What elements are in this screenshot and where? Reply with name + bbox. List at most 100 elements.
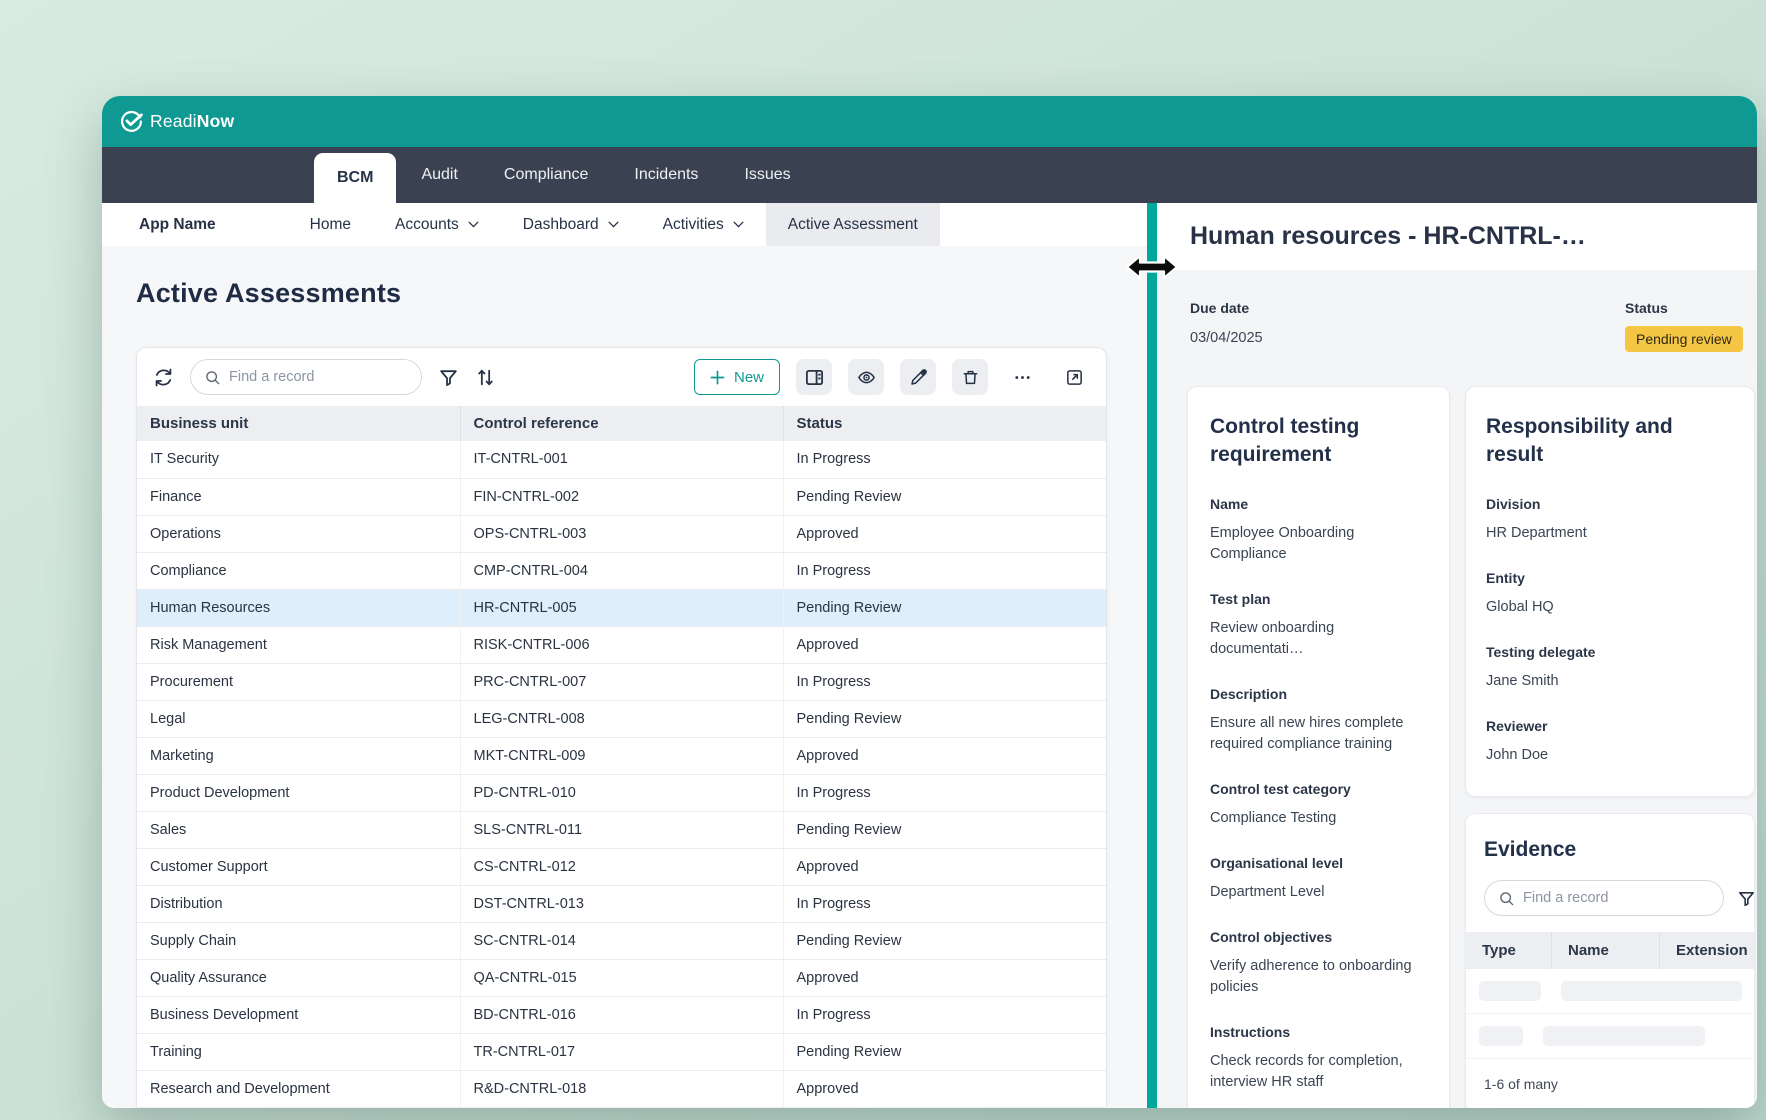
table-cell[interactable]: Procurement xyxy=(137,663,461,701)
table-row[interactable]: Supply Chain SC-CNTRL-014 Pending Review xyxy=(137,922,1106,960)
table-row[interactable]: Product Development PD-CNTRL-010 In Progre… xyxy=(137,774,1106,812)
column-header-status[interactable]: Status xyxy=(783,406,1106,441)
table-cell[interactable]: Compliance xyxy=(137,552,461,590)
table-cell[interactable]: BD-CNTRL-016 xyxy=(460,996,784,1034)
table-cell[interactable]: Approved xyxy=(783,515,1106,553)
table-cell[interactable]: CS-CNTRL-012 xyxy=(460,848,784,886)
table-cell[interactable]: Product Development xyxy=(137,774,461,812)
tab-incidents[interactable]: Incidents xyxy=(634,166,699,183)
table-cell[interactable]: Legal xyxy=(137,700,461,738)
table-row[interactable]: Sales SLS-CNTRL-011 Pending Review xyxy=(137,811,1106,849)
table-cell[interactable]: PRC-CNTRL-007 xyxy=(460,663,784,701)
table-cell[interactable]: Risk Management xyxy=(137,626,461,664)
column-header-business-unit[interactable]: Business unit xyxy=(137,406,461,441)
refresh-icon[interactable] xyxy=(153,367,174,388)
table-cell[interactable]: Approved xyxy=(783,1070,1106,1107)
column-header-control-reference[interactable]: Control reference xyxy=(460,406,784,441)
more-actions-button[interactable] xyxy=(1004,359,1040,395)
sidebar-item-dashboard[interactable]: Dashboard xyxy=(501,203,641,246)
table-cell[interactable]: Operations xyxy=(137,515,461,553)
table-row[interactable]: Distribution DST-CNTRL-013 In Progress xyxy=(137,885,1106,923)
evidence-filter-icon[interactable] xyxy=(1737,889,1756,908)
table-cell[interactable]: Business Development xyxy=(137,996,461,1034)
table-cell[interactable]: RISK-CNTRL-006 xyxy=(460,626,784,664)
table-row[interactable]: Finance FIN-CNTRL-002 Pending Review xyxy=(137,478,1106,516)
table-cell[interactable]: TR-CNTRL-017 xyxy=(460,1033,784,1071)
sidebar-item-activities[interactable]: Activities xyxy=(641,203,766,246)
view-button[interactable] xyxy=(848,359,884,395)
sidebar-item-home[interactable]: Home xyxy=(288,203,373,246)
table-row[interactable]: Compliance CMP-CNTRL-004 In Progress xyxy=(137,552,1106,590)
table-cell[interactable]: Approved xyxy=(783,626,1106,664)
table-cell[interactable]: FIN-CNTRL-002 xyxy=(460,478,784,516)
readinow-logo[interactable]: ReadiNow xyxy=(120,110,234,133)
table-cell[interactable]: Pending Review xyxy=(783,589,1106,627)
table-cell[interactable]: SC-CNTRL-014 xyxy=(460,922,784,960)
evidence-column-extension[interactable]: Extension xyxy=(1676,942,1748,960)
table-cell[interactable]: Finance xyxy=(137,478,461,516)
table-cell[interactable]: Approved xyxy=(783,848,1106,886)
table-cell[interactable]: LEG-CNTRL-008 xyxy=(460,700,784,738)
table-row[interactable]: Quality Assurance QA-CNTRL-015 Approved xyxy=(137,959,1106,997)
table-cell[interactable]: Pending Review xyxy=(783,1033,1106,1071)
table-cell[interactable]: OPS-CNTRL-003 xyxy=(460,515,784,553)
filter-icon[interactable] xyxy=(438,367,459,388)
tab-issues[interactable]: Issues xyxy=(744,166,791,183)
table-cell[interactable]: Pending Review xyxy=(783,700,1106,738)
evidence-column-type[interactable]: Type xyxy=(1466,932,1552,970)
open-in-new-button[interactable] xyxy=(1056,359,1092,395)
tab-audit[interactable]: Audit xyxy=(421,166,458,183)
table-cell[interactable]: SLS-CNTRL-011 xyxy=(460,811,784,849)
table-cell[interactable]: Research and Development xyxy=(137,1070,461,1107)
table-cell[interactable]: Quality Assurance xyxy=(137,959,461,997)
table-cell[interactable]: Sales xyxy=(137,811,461,849)
table-cell[interactable]: In Progress xyxy=(783,774,1106,812)
table-cell[interactable]: IT-CNTRL-001 xyxy=(460,441,784,479)
table-cell[interactable]: MKT-CNTRL-009 xyxy=(460,737,784,775)
table-cell[interactable]: Marketing xyxy=(137,737,461,775)
table-cell[interactable]: Customer Support xyxy=(137,848,461,886)
table-cell[interactable]: PD-CNTRL-010 xyxy=(460,774,784,812)
tab-bcm[interactable]: BCM xyxy=(314,153,397,203)
sidebar-item-accounts[interactable]: Accounts xyxy=(373,203,501,246)
table-cell[interactable]: In Progress xyxy=(783,885,1106,923)
table-cell[interactable]: Supply Chain xyxy=(137,922,461,960)
table-cell[interactable]: Approved xyxy=(783,737,1106,775)
new-record-button[interactable]: New xyxy=(693,359,780,395)
table-row[interactable]: Research and Development R&D-CNTRL-018 App… xyxy=(137,1070,1106,1107)
table-cell[interactable]: HR-CNTRL-005 xyxy=(460,589,784,627)
panel-view-button[interactable] xyxy=(796,359,832,395)
sort-icon[interactable] xyxy=(475,367,496,388)
table-row[interactable]: Legal LEG-CNTRL-008 Pending Review xyxy=(137,700,1106,738)
table-row[interactable]: IT Security IT-CNTRL-001 In Progress xyxy=(137,441,1106,479)
table-cell[interactable]: Pending Review xyxy=(783,922,1106,960)
table-cell[interactable]: Pending Review xyxy=(783,811,1106,849)
table-cell[interactable]: Pending Review xyxy=(783,478,1106,516)
table-cell[interactable]: Approved xyxy=(783,959,1106,997)
evidence-column-name[interactable]: Name xyxy=(1552,932,1660,970)
delete-button[interactable] xyxy=(952,359,988,395)
table-cell[interactable]: QA-CNTRL-015 xyxy=(460,959,784,997)
table-cell[interactable]: R&D-CNTRL-018 xyxy=(460,1070,784,1107)
table-cell[interactable]: Human Resources xyxy=(137,589,461,627)
table-row[interactable]: Customer Support CS-CNTRL-012 Approved xyxy=(137,848,1106,886)
table-row[interactable]: Training TR-CNTRL-017 Pending Review xyxy=(137,1033,1106,1071)
table-cell[interactable]: IT Security xyxy=(137,441,461,479)
table-cell[interactable]: Training xyxy=(137,1033,461,1071)
table-cell[interactable]: DST-CNTRL-013 xyxy=(460,885,784,923)
table-search-input[interactable] xyxy=(229,369,416,385)
edit-button[interactable] xyxy=(900,359,936,395)
table-cell[interactable]: CMP-CNTRL-004 xyxy=(460,552,784,590)
table-row[interactable]: Operations OPS-CNTRL-003 Approved xyxy=(137,515,1106,553)
table-row[interactable]: Business Development BD-CNTRL-016 In Progr… xyxy=(137,996,1106,1034)
table-row[interactable]: Marketing MKT-CNTRL-009 Approved xyxy=(137,737,1106,775)
evidence-search-input[interactable] xyxy=(1523,890,1710,907)
table-cell[interactable]: In Progress xyxy=(783,552,1106,590)
table-row[interactable]: Procurement PRC-CNTRL-007 In Progress xyxy=(137,663,1106,701)
pane-resize-divider[interactable] xyxy=(1125,203,1179,1108)
table-cell[interactable]: Distribution xyxy=(137,885,461,923)
table-cell[interactable]: In Progress xyxy=(783,441,1106,479)
table-row[interactable]: Risk Management RISK-CNTRL-006 Approved xyxy=(137,626,1106,664)
table-row[interactable]: Human Resources HR-CNTRL-005 Pending Revie… xyxy=(137,589,1106,627)
table-cell[interactable]: In Progress xyxy=(783,996,1106,1034)
